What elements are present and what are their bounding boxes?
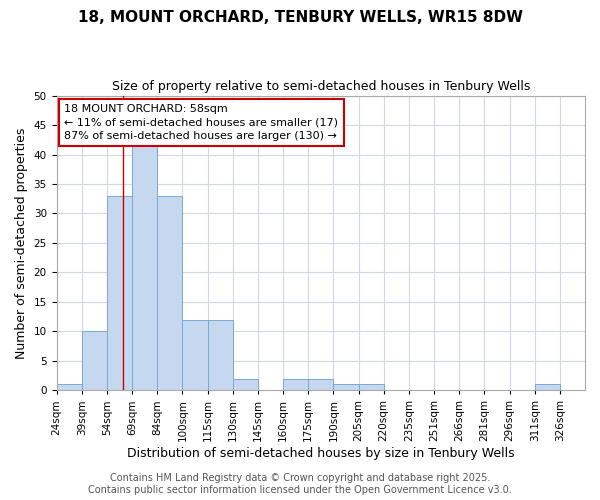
X-axis label: Distribution of semi-detached houses by size in Tenbury Wells: Distribution of semi-detached houses by … — [127, 447, 515, 460]
Text: 18 MOUNT ORCHARD: 58sqm
← 11% of semi-detached houses are smaller (17)
87% of se: 18 MOUNT ORCHARD: 58sqm ← 11% of semi-de… — [64, 104, 338, 141]
Bar — [359, 384, 383, 390]
Title: Size of property relative to semi-detached houses in Tenbury Wells: Size of property relative to semi-detach… — [112, 80, 530, 93]
Bar — [157, 196, 182, 390]
Text: Contains HM Land Registry data © Crown copyright and database right 2025.
Contai: Contains HM Land Registry data © Crown c… — [88, 474, 512, 495]
Bar — [233, 378, 258, 390]
Text: 18, MOUNT ORCHARD, TENBURY WELLS, WR15 8DW: 18, MOUNT ORCHARD, TENBURY WELLS, WR15 8… — [77, 10, 523, 25]
Bar — [182, 320, 208, 390]
Bar — [283, 378, 308, 390]
Bar — [308, 378, 334, 390]
Bar — [56, 384, 82, 390]
Y-axis label: Number of semi-detached properties: Number of semi-detached properties — [15, 127, 28, 358]
Bar — [334, 384, 359, 390]
Bar — [208, 320, 233, 390]
Bar — [107, 196, 132, 390]
Bar — [82, 332, 107, 390]
Bar — [132, 142, 157, 390]
Bar — [535, 384, 560, 390]
